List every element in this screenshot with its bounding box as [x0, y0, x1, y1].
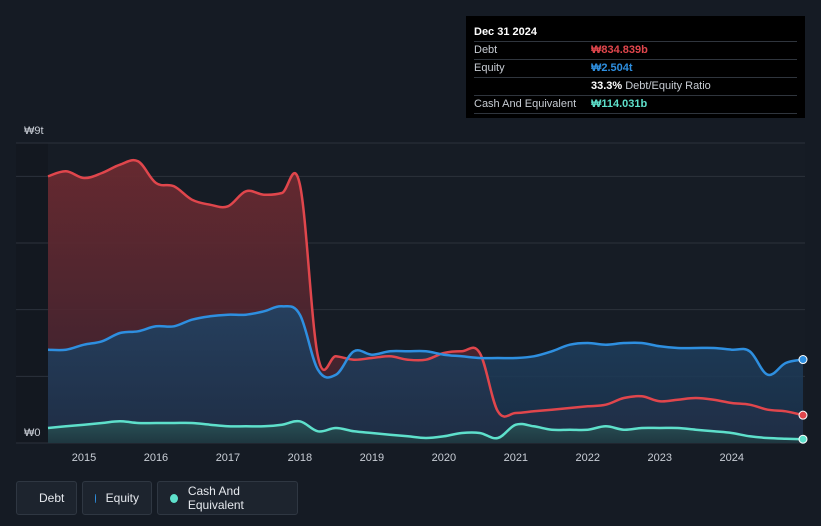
equity-area	[48, 306, 803, 443]
x-tick-label: 2022	[576, 452, 600, 464]
legend-cash-label: Cash And Equivalent	[187, 484, 244, 512]
tooltip-cash-label: Cash And Equivalent	[474, 98, 577, 110]
y-tick-label: ₩0	[24, 427, 41, 439]
y-tick-label: ₩9t	[24, 125, 44, 137]
y-axis-ticks: ₩9t ₩0	[24, 125, 44, 439]
tooltip-debt-label: Debt	[474, 44, 498, 56]
tooltip-row-cash: Cash And Equivalent ₩114.031b	[474, 95, 797, 114]
legend-debt-label: Debt	[39, 491, 65, 505]
debt-endpoint	[798, 410, 808, 420]
tooltip-row-equity: Equity ₩2.504t	[474, 59, 797, 77]
cash-line	[47, 419, 804, 441]
x-tick-label: 2016	[144, 452, 168, 464]
x-tick-label: 2015	[72, 452, 96, 464]
tooltip-row-ratio: 33.3% Debt/Equity Ratio	[474, 77, 797, 95]
x-tick-label: 2021	[504, 452, 528, 464]
tooltip-equity-label: Equity	[474, 62, 505, 74]
tooltip-date: Dec 31 2024	[474, 26, 537, 38]
tooltip-ratio-value: 33.3%	[591, 80, 623, 92]
x-tick-label: 2017	[216, 452, 240, 464]
x-tick-label: 2018	[288, 452, 312, 464]
x-tick-label: 2023	[648, 452, 672, 464]
legend-item-equity[interactable]: Equity	[82, 481, 152, 515]
cash-dot-icon	[170, 493, 178, 503]
tooltip-row-debt: Debt ₩834.839b	[474, 41, 797, 59]
legend: Debt Equity Cash And Equivalent	[16, 481, 298, 515]
debt-line	[47, 158, 804, 418]
tooltip-equity-value: ₩2.504t	[591, 62, 633, 74]
equity-endpoint	[798, 355, 808, 365]
legend-item-debt[interactable]: Debt	[16, 481, 77, 515]
x-tick-label: 2024	[720, 452, 744, 464]
tooltip-panel: Dec 31 2024 Debt ₩834.839b Equity ₩2.504…	[466, 16, 805, 118]
x-axis-ticks: 2015 2016 2017 2018 2019 2020 2021 2022 2023 2024	[72, 452, 744, 464]
tooltip-ratio-spacer	[474, 78, 591, 95]
tooltip-ratio-label: Debt/Equity Ratio	[625, 80, 711, 92]
pre-data-shade	[16, 143, 48, 443]
legend-equity-label: Equity	[105, 491, 139, 505]
legend-item-cash[interactable]: Cash And Equivalent	[157, 481, 298, 515]
x-tick-label: 2020	[432, 452, 456, 464]
x-tick-label: 2019	[360, 452, 384, 464]
past-period-shade	[16, 143, 48, 443]
cash-endpoint	[798, 434, 808, 444]
equity-dot-icon	[95, 493, 96, 503]
tooltip-cash-value: ₩114.031b	[591, 98, 648, 110]
tooltip-debt-value: ₩834.839b	[591, 44, 648, 56]
series-lines	[47, 158, 804, 441]
series-endpoints	[798, 355, 808, 444]
equity-line	[47, 304, 804, 379]
